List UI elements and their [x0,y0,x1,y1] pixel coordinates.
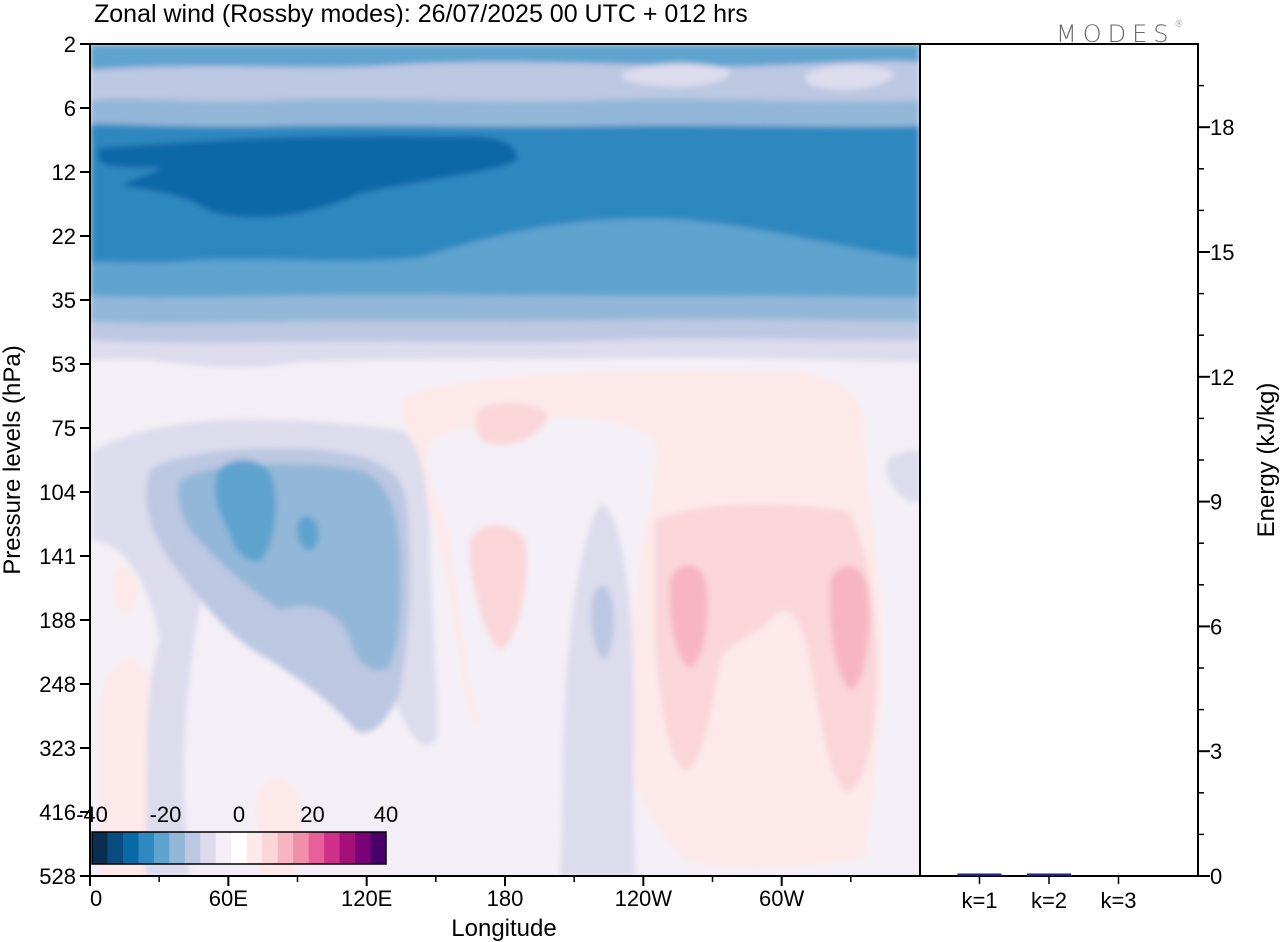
energy-axis-label: Energy (kJ/kg) [1253,383,1280,538]
colorbar-tick-label: 40 [374,802,398,827]
colorbar-swatch [370,832,387,864]
energy-tick-label: 12 [1210,365,1234,390]
colorbar [91,831,387,865]
energy-category-label: k=2 [1031,888,1067,913]
heatmap-negative-right-edge [886,450,920,503]
y-tick-label: 75 [52,416,76,441]
y-tick-label: 141 [39,544,76,569]
colorbar-tick-label: -40 [76,802,108,827]
energy-bar [1027,873,1071,876]
energy-category-label: k=1 [961,888,997,913]
x-tick-label: 180 [487,886,524,911]
heatmap-negative-core-1 [215,460,277,562]
colorbar-swatch [246,832,263,864]
zonal-wind-heatmap [90,44,920,876]
colorbar-swatch [324,832,341,864]
heatmap-band-near-zero-neg [90,338,920,368]
heatmap-positive-band-west [655,504,877,792]
energy-axis: 0 3 6 9 12 15 18 [1198,84,1234,889]
heatmap-negative-core-120w [591,585,614,660]
colorbar-swatch [277,832,294,864]
colorbar-tick-labels: -40 -20 0 20 40 [76,802,398,827]
x-tick-label: 0 [90,886,102,911]
energy-tick-label: 18 [1210,115,1234,140]
heatmap-band-midstrat [90,219,920,298]
energy-bar [957,873,1002,876]
heatmap-positive-blob-180 [475,403,548,445]
heatmap-band-top [90,44,920,70]
y-tick-label: 188 [39,608,76,633]
colorbar-swatch [169,832,186,864]
colorbar-tick-label: 20 [300,802,324,827]
chart-title: Zonal wind (Rossby modes): 26/07/2025 00… [94,0,748,28]
energy-tick-label: 15 [1210,240,1234,265]
colorbar-swatch [107,832,124,864]
colorbar-swatch [215,832,232,864]
colorbar-swatch [122,832,139,864]
y-tick-label: 416 [39,800,76,825]
energy-tick-label: 6 [1210,614,1222,639]
y-tick-label: 528 [39,864,76,889]
heatmap-band-upper-light [90,61,920,102]
x-axis-label: Longitude [451,915,556,942]
energy-bar-frame [919,43,1199,877]
x-axis: 0 60E 120E 180 120W 60W [89,876,852,911]
energy-tick-label: 3 [1210,739,1222,764]
y-axis-label: Pressure levels (hPa) [0,345,26,574]
heatmap-band-lower-strat [90,295,920,324]
colorbar-swatch [200,832,217,864]
colorbar-swatch [262,832,279,864]
x-tick-label: 60E [209,886,248,911]
y-tick-label: 35 [52,288,76,313]
logo-registered-mark: ® [1174,20,1184,30]
colorbar-swatch [231,832,248,864]
energy-category-label: k=3 [1100,888,1136,913]
y-tick-label: 53 [52,352,76,377]
colorbar-swatch [339,832,356,864]
heatmap-blob-lightest-2 [804,64,895,91]
energy-tick-label: 0 [1210,864,1222,889]
y-tick-label: 104 [39,480,76,505]
heatmap-positive-blob-150w [470,525,527,650]
colorbar-swatch [308,832,325,864]
x-tick-label: 120E [341,886,392,911]
colorbar-swatch [355,832,372,864]
y-tick-label: 6 [64,96,76,121]
heatmap-jet-core [98,135,518,218]
colorbar-swatch [153,832,170,864]
heatmap-positive-sliver-1 [113,566,138,613]
heatmap-blob-lightest-1 [621,63,731,87]
colorbar-swatch [92,832,108,864]
heatmap-positive-core-2 [829,566,870,690]
heatmap-negative-channel-120w [560,504,636,876]
x-tick-label: 60W [759,886,804,911]
colorbar-tick-label: -20 [150,802,182,827]
y-tick-label: 2 [64,32,76,57]
colorbar-swatch [293,832,310,864]
y-tick-label: 22 [52,224,76,249]
heatmap-negative-core-2 [297,515,319,551]
heatmap-positive-sliver-2 [100,659,162,876]
energy-bars: k=1 k=2 k=3 [957,873,1137,913]
y-tick-label: 248 [39,672,76,697]
y-tick-label: 323 [39,736,76,761]
heatmap-positive-region-east [400,370,881,868]
heatmap-band-tropopause [90,319,920,343]
y-axis: 2 6 12 22 35 53 75 104 141 188 248 323 416 528 [39,32,90,889]
colorbar-swatch [138,832,155,864]
colorbar-tick-label: 0 [233,802,245,827]
heatmap-band-upper-mid [90,98,920,127]
energy-tick-label: 9 [1210,490,1222,515]
colorbar-swatch [184,832,201,864]
heatmap-positive-core-1 [669,565,708,668]
colorbar-frame [91,831,387,865]
x-tick-label: 120W [615,886,673,911]
y-tick-label: 12 [52,160,76,185]
